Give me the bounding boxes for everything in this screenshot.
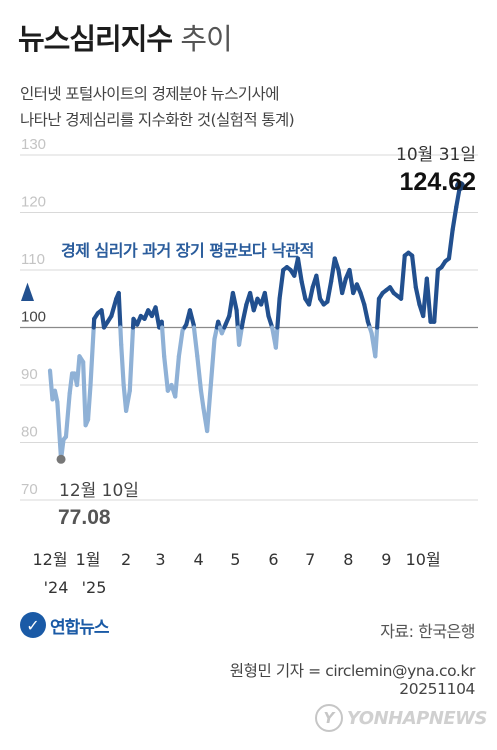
high-point-marker [455, 180, 465, 191]
series-line-segment-above [410, 253, 418, 290]
series-line-segment-above [277, 267, 286, 301]
series-line-segment-below [208, 336, 217, 388]
x-tick-label: 3 [155, 550, 165, 569]
high-date-label: 10월 31일 [396, 145, 476, 165]
y-tick-label: 90 [21, 366, 38, 383]
up-triangle-icon [21, 282, 34, 302]
series-line-segment-above [375, 296, 382, 330]
y-tick-label: 70 [21, 481, 38, 498]
x-tick-label: 7 [305, 550, 315, 569]
series-line-segment-above [314, 273, 323, 301]
series-line-segment-below [88, 325, 96, 388]
series-line-segment-above [340, 276, 348, 296]
x-tick-label: 1월 [76, 550, 101, 569]
low-date-label: 12월 10일 [59, 481, 139, 501]
yonhap-logo-icon: ✓ [20, 612, 46, 638]
series-line-segment-below [67, 371, 75, 396]
series-line-segment-above [262, 290, 271, 319]
series-line-segment-below [205, 382, 213, 434]
x-tick-label: 10월 [406, 550, 441, 569]
reporter-email: 원형민 기자 = circlemin@yna.co.kr [229, 662, 476, 680]
series-line-segment-below [273, 325, 280, 350]
y-tick-label: 110 [21, 251, 45, 268]
series-line-segment-below [127, 325, 136, 393]
x-tick-year-label: '25 [82, 578, 107, 597]
series-line-segment-above [240, 302, 249, 324]
series-line-segment-above [275, 296, 282, 330]
series-line-segment-above [230, 290, 239, 313]
series-line-segment-above [299, 279, 308, 301]
y-tick-label: 130 [21, 136, 46, 153]
sentiment-annotation: 경제 심리가 과거 장기 평균보다 낙관적 [61, 241, 314, 260]
series-line-segment-above [295, 256, 304, 284]
x-tick-label: 5 [230, 550, 240, 569]
x-tick-label: 9 [381, 550, 391, 569]
series-line-segment-below [176, 328, 185, 359]
series-line-segment-above [116, 290, 123, 330]
series-line-segment-below [124, 388, 132, 413]
low-value-label: 77.08 [58, 506, 111, 529]
series-line-segment-below [236, 325, 244, 347]
series-line-segment-below [63, 391, 72, 439]
series-line-segment-above [398, 253, 407, 301]
yonhap-watermark: Y YONHAPNEWS [314, 704, 488, 732]
series-line-segment-below [173, 354, 181, 399]
series-line-segment-above [362, 302, 371, 324]
y-tick-label: 100 [21, 309, 46, 326]
reporter-credit: 원형민 기자 = circlemin@yna.co.kr 20251104 [229, 662, 476, 698]
publish-date: 20251104 [399, 680, 475, 698]
series-line-segment-below [160, 325, 167, 359]
series-line-segment-above [450, 204, 459, 232]
series-line-segment-below [198, 388, 206, 411]
series-line-segment-below [191, 325, 200, 359]
series-line-segment-above [109, 296, 119, 319]
x-tick-label: 6 [268, 550, 278, 569]
series-line-segment-below [118, 325, 124, 347]
series-line-segment-above [325, 279, 334, 304]
high-value-label: 124.62 [400, 168, 476, 196]
series-line-segment-below [119, 342, 126, 388]
series-line-segment-above [432, 267, 441, 324]
series-line-segment-below [85, 382, 93, 422]
series-line-segment-above [187, 308, 196, 327]
y-tick-label: 80 [21, 424, 38, 441]
series-line-segment-above [424, 276, 433, 324]
series-line-segment-below [162, 354, 170, 393]
y-tick-label: 120 [21, 194, 46, 211]
chart-title: 뉴스심리지수 추이 [18, 16, 233, 58]
yonhap-watermark-icon: Y [314, 704, 343, 732]
chart-title-main: 뉴스심리지수 [18, 22, 173, 56]
x-tick-label: 2 [121, 550, 131, 569]
chart-subtitle-line1: 인터넷 포털사이트의 경제분야 뉴스기사에 [20, 85, 279, 103]
yonhap-watermark-text: YONHAPNEWS [346, 707, 488, 729]
news-sentiment-chart: 130 120 110 100 90 80 70 12월 '24 1월 '25 2 3 4 5 6 7 8 9 10월… [20, 136, 478, 597]
series-line-segment-above [306, 285, 315, 307]
chart-subtitle-line2: 나타난 경제심리를 지수화한 것(실험적 통계) [20, 111, 295, 129]
series-line-segment-above [413, 285, 422, 307]
series-line-segment-below [195, 354, 204, 393]
series-line-segment-below [373, 325, 380, 359]
x-tick-label: 12월 [32, 550, 67, 569]
series-line-segment-above [446, 227, 455, 261]
series-line-segment-above [234, 308, 240, 330]
series-line-segment-below [74, 354, 82, 388]
x-tick-label: 8 [343, 550, 353, 569]
series-line-segment-below [81, 359, 88, 428]
chart-title-suffix: 추이 [180, 22, 232, 56]
low-point-marker [56, 454, 66, 464]
yonhap-logo-text: 연합뉴스 [50, 617, 110, 638]
x-tick-year-label: '24 [44, 578, 69, 597]
yonhap-logo: ✓ 연합뉴스 [20, 612, 110, 638]
x-tick-label: 4 [193, 550, 203, 569]
data-source: 자료: 한국은행 [380, 622, 475, 641]
